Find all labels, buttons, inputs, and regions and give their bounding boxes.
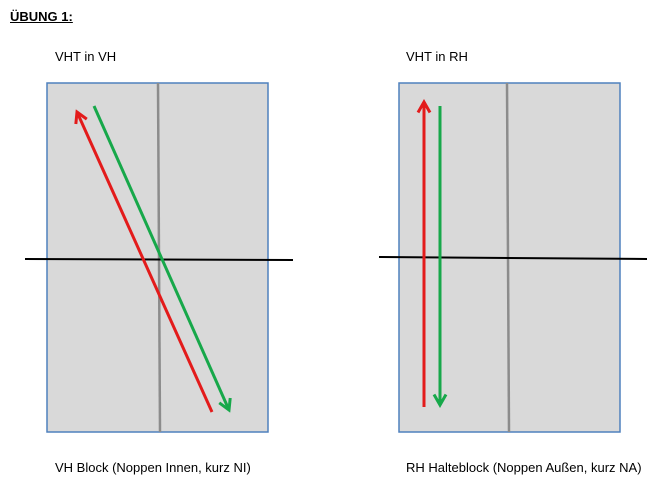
red-arrow [74, 109, 214, 413]
right-panel [378, 82, 648, 433]
panel-label: VHT in VH [55, 49, 117, 64]
green-arrow [92, 105, 232, 413]
left-panel [24, 82, 294, 433]
panel-label: VHT in RH [406, 49, 468, 64]
center-line [156, 82, 162, 433]
panel-caption: RH Halteblock (Noppen Außen, kurz NA) [406, 460, 642, 475]
axis-line [24, 258, 294, 261]
title: ÜBUNG 1: [10, 9, 73, 24]
panel-caption: VH Block (Noppen Innen, kurz NI) [55, 460, 251, 475]
